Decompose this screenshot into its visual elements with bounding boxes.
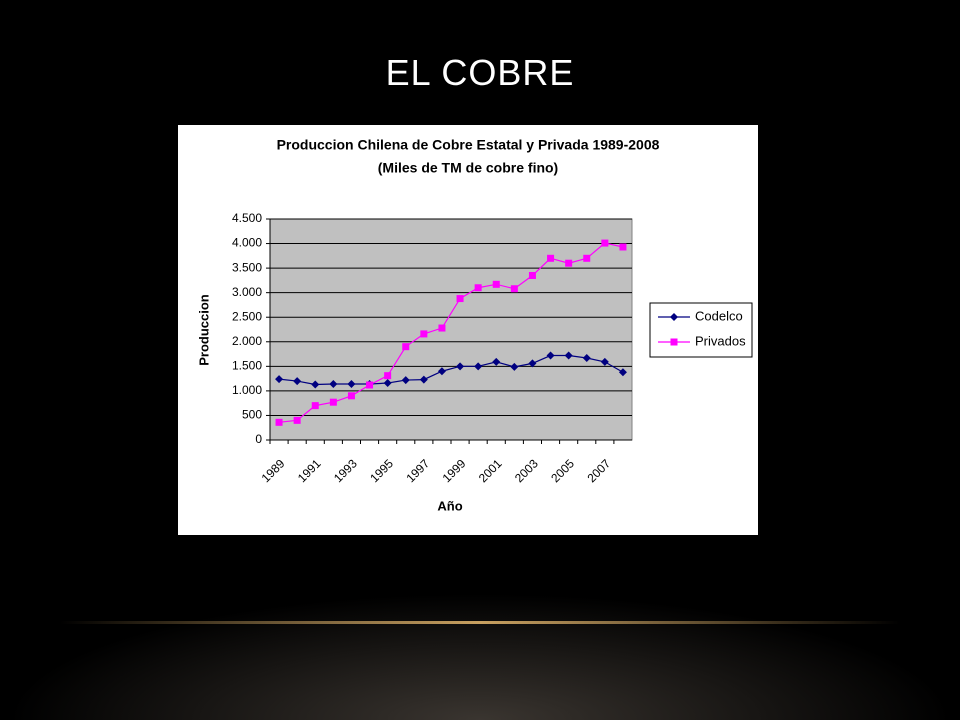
data-point — [419, 375, 428, 384]
y-tick-label: 3.500 — [232, 260, 262, 274]
data-point — [583, 254, 591, 262]
glow-line — [60, 621, 900, 624]
chart-title: Produccion Chilena de Cobre Estatal y Pr… — [277, 137, 660, 153]
data-point — [618, 368, 627, 377]
data-point — [565, 259, 573, 267]
data-point — [293, 377, 302, 386]
data-point — [564, 351, 573, 360]
data-point — [546, 351, 555, 360]
data-point — [438, 324, 446, 332]
data-point — [293, 416, 301, 424]
y-tick-label: 4.500 — [232, 211, 262, 225]
data-point — [275, 375, 284, 384]
data-point — [582, 353, 591, 362]
legend-label: Privados — [695, 333, 746, 348]
data-point — [492, 280, 500, 288]
legend-label: Codelco — [695, 308, 743, 323]
data-point — [510, 362, 519, 371]
data-point — [528, 359, 537, 368]
legend — [649, 302, 753, 358]
data-point — [383, 379, 392, 388]
slide-title: EL COBRE — [385, 52, 575, 93]
y-tick-label: 2.500 — [232, 309, 262, 323]
data-point — [329, 380, 338, 389]
legend-marker — [670, 313, 678, 321]
y-axis-label: Produccion — [196, 294, 211, 366]
data-point — [275, 418, 283, 426]
y-tick-label: 0 — [255, 432, 262, 446]
data-point — [601, 239, 609, 247]
data-point — [474, 362, 483, 371]
data-point — [510, 285, 518, 293]
y-tick-label: 2.000 — [232, 334, 262, 348]
data-point — [619, 243, 627, 251]
legend-marker — [670, 338, 678, 346]
data-point — [492, 357, 501, 366]
data-point — [437, 367, 446, 376]
x-axis-label: Año — [437, 498, 462, 513]
data-point — [311, 402, 319, 410]
y-tick-label: 3.000 — [232, 285, 262, 299]
plot-area — [269, 218, 633, 441]
data-point — [329, 398, 337, 406]
data-point — [347, 380, 356, 389]
data-point — [401, 376, 410, 385]
y-tick-label: 4.000 — [232, 236, 262, 250]
data-point — [402, 343, 410, 351]
y-tick-label: 1.500 — [232, 359, 262, 373]
data-point — [474, 284, 482, 292]
chart-subtitle: (Miles de TM de cobre fino) — [378, 160, 558, 176]
data-point — [366, 381, 374, 389]
data-point — [456, 362, 465, 371]
y-tick-label: 500 — [242, 408, 262, 422]
data-point — [456, 295, 464, 303]
data-point — [600, 357, 609, 366]
data-point — [311, 380, 320, 389]
data-point — [347, 392, 355, 400]
data-point — [384, 372, 392, 380]
y-tick-label: 1.000 — [232, 383, 262, 397]
data-point — [420, 330, 428, 338]
data-point — [528, 271, 536, 279]
data-point — [547, 254, 555, 262]
